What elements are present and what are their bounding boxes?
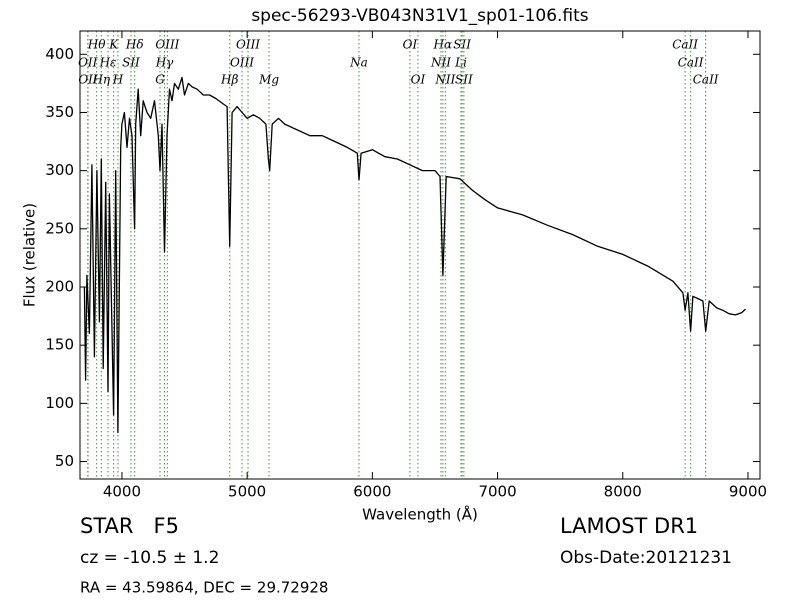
- y-axis-label: Flux (relative): [21, 203, 39, 307]
- line-label: OIII: [236, 38, 260, 52]
- y-tick-label: 350: [45, 103, 74, 121]
- line-label: K: [108, 38, 119, 52]
- spectrum-line: [83, 76, 746, 434]
- release: LAMOST DR1: [560, 514, 698, 538]
- line-label: CaII: [693, 73, 719, 87]
- x-tick-label: 6000: [353, 483, 391, 501]
- line-label: Hε: [99, 56, 117, 70]
- obs-date: Obs-Date:20121231: [560, 548, 732, 568]
- line-label: CaII: [678, 56, 704, 70]
- line-label: NII: [430, 56, 451, 70]
- y-tick-label: 150: [45, 336, 74, 354]
- y-tick-label: 250: [45, 219, 74, 237]
- line-label: Hγ: [155, 56, 174, 70]
- x-tick-label: 5000: [228, 483, 266, 501]
- line-label: OII: [78, 56, 98, 70]
- line-label: Hθ: [87, 38, 106, 52]
- line-label: Hα: [433, 38, 453, 52]
- x-tick-label: 4000: [103, 483, 141, 501]
- line-label: Mg: [258, 73, 279, 87]
- x-tick-label: 9000: [729, 483, 767, 501]
- x-axis-label: Wavelength (Å): [362, 505, 478, 524]
- line-label: Hη: [91, 73, 110, 87]
- line-label: OI: [403, 38, 418, 52]
- plot-frame: [79, 30, 761, 480]
- object-class: STAR F5: [80, 514, 179, 538]
- line-label: SII: [122, 56, 140, 70]
- coordinates: RA = 43.59864, DEC = 29.72928: [80, 579, 328, 597]
- y-tick-label: 50: [55, 452, 74, 470]
- line-label: Li: [454, 56, 467, 70]
- line-label: H: [112, 73, 124, 87]
- line-label: OIII: [155, 38, 179, 52]
- line-label: NII: [434, 73, 455, 87]
- line-label: Hβ: [220, 73, 238, 87]
- line-label: Na: [349, 56, 368, 70]
- y-tick-label: 400: [45, 45, 74, 63]
- x-tick-label: 8000: [604, 483, 642, 501]
- y-tick-label: 100: [45, 394, 74, 412]
- x-tick-label: 7000: [478, 483, 516, 501]
- y-tick-label: 200: [45, 278, 74, 296]
- line-label: OI: [411, 73, 426, 87]
- line-label: OII: [78, 73, 98, 87]
- line-label: Hδ: [125, 38, 144, 52]
- line-label: SII: [455, 73, 473, 87]
- chart-title: spec-56293-VB043N31V1_sp01-106.fits: [251, 6, 588, 26]
- line-label: CaII: [672, 38, 698, 52]
- line-label: OIII: [230, 56, 254, 70]
- y-tick-label: 300: [45, 161, 74, 179]
- line-label: SII: [453, 38, 471, 52]
- redshift: cz = -10.5 ± 1.2: [80, 548, 219, 568]
- line-label: G: [155, 73, 165, 87]
